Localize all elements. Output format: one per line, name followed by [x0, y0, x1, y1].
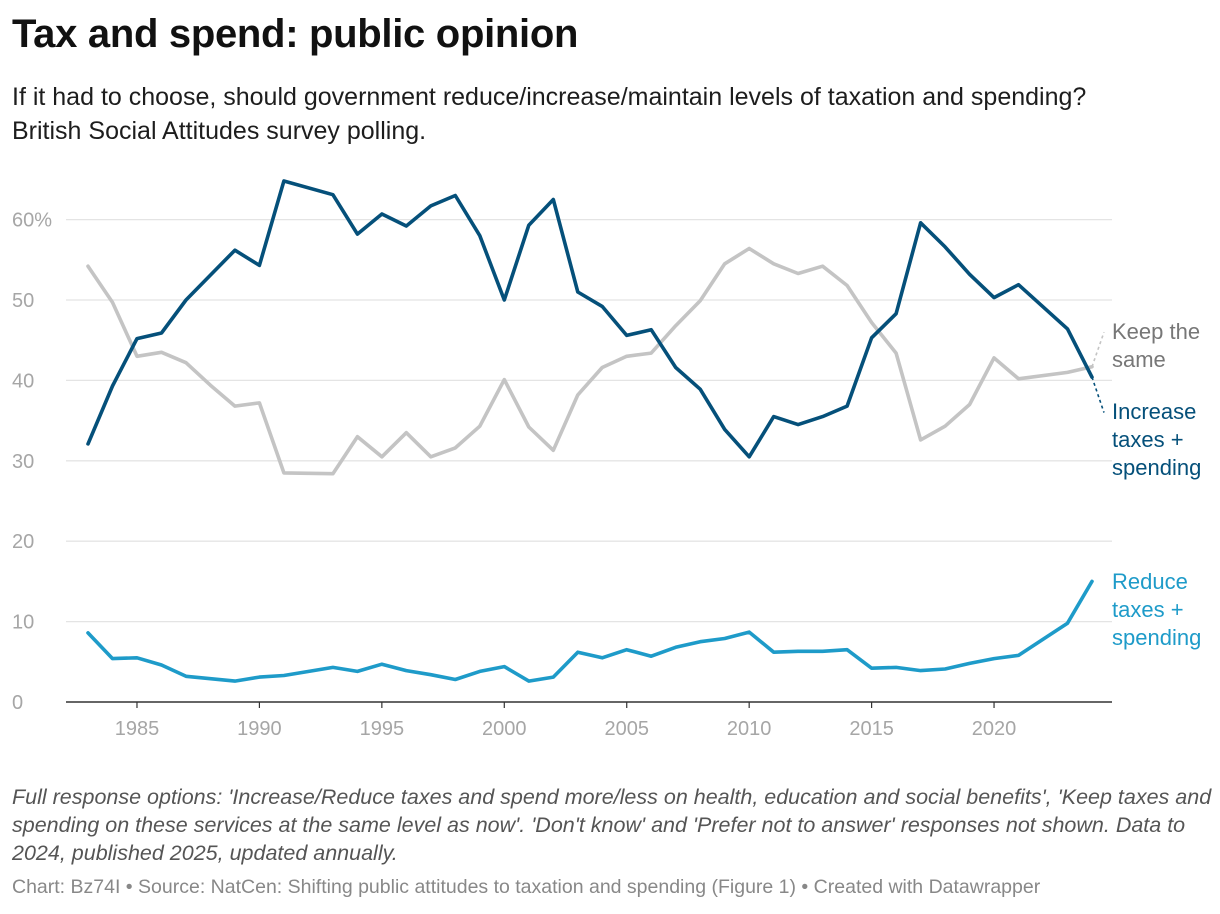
x-tick-label: 2005 [604, 718, 649, 740]
x-tick-label: 1985 [115, 718, 160, 740]
chart-title: Tax and spend: public opinion [12, 12, 579, 56]
series-label-increase-taxes-spending: Increase taxes + spending [1112, 399, 1201, 480]
series-labels: Keep the same Increase taxes + spending Reduc… [1112, 319, 1201, 650]
y-tick-label: 0 [12, 692, 23, 714]
y-tick-label: 10 [12, 612, 34, 634]
series-label-reduce-taxes-spending: Reduce taxes + spending [1112, 569, 1201, 650]
y-tick-label: 20 [12, 531, 34, 553]
x-tick-label: 1990 [237, 718, 282, 740]
y-tick-label: 50 [12, 290, 34, 312]
y-tick-label: 60% [12, 210, 52, 232]
chart-byline: Chart: Bz74I • Source: NatCen: Shifting … [12, 876, 1041, 898]
series-line-reduce-taxes-spending [86, 579, 1094, 683]
x-tick-label: 2010 [727, 718, 772, 740]
x-tick-label: 2000 [482, 718, 527, 740]
series-label-keep-the-same: Keep the same [1112, 319, 1200, 372]
gridlines [66, 218, 1112, 703]
x-tick-label: 2015 [849, 718, 894, 740]
chart-subtitle: If it had to choose, should government r… [12, 83, 1087, 145]
x-tick-label: 1995 [360, 718, 405, 740]
series-lines [86, 179, 1105, 683]
y-axis-ticks: 0 10 20 30 40 50 60% [12, 210, 52, 714]
series-line-increase-taxes-spending [86, 179, 1094, 459]
label-connector-keep-the-same [1091, 331, 1105, 367]
x-axis-ticks: 1985 1990 1995 2000 2005 2010 2015 2020 [115, 702, 1017, 740]
x-tick-label: 2020 [972, 718, 1017, 740]
chart-notes: Full response options: 'Increase/Reduce … [12, 785, 1212, 865]
series-line-keep-the-same [86, 246, 1094, 476]
label-connector-increase-taxes-spending [1091, 376, 1105, 413]
y-tick-label: 40 [12, 370, 34, 392]
y-tick-label: 30 [12, 451, 34, 473]
